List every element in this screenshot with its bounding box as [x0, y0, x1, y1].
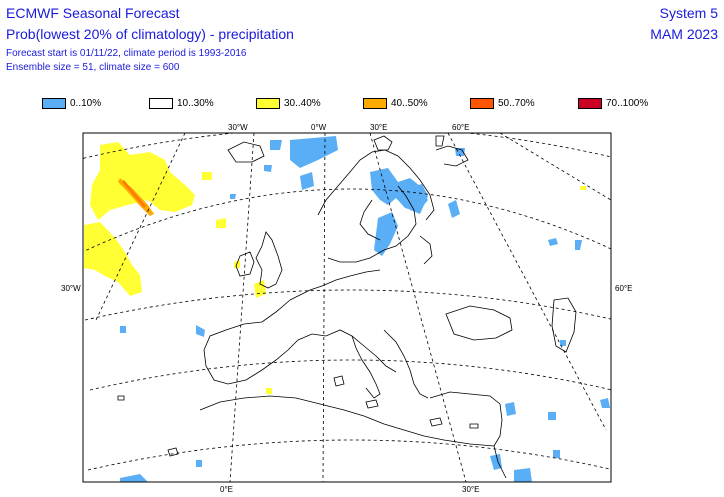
tick-top-0: 0°W — [311, 123, 327, 132]
season-label: MAM 2023 — [650, 26, 718, 42]
legend-swatch — [42, 97, 66, 109]
system-label: System 5 — [659, 5, 718, 21]
ensemble-info: Ensemble size = 51, climate size = 600 — [6, 62, 180, 73]
tick-left-30w: 30°W — [61, 284, 81, 293]
legend-label: 70..100% — [606, 97, 649, 109]
tick-top-60e: 60°E — [452, 123, 469, 132]
legend-swatch — [578, 97, 602, 109]
legend-item: 30..40% — [256, 96, 321, 110]
legend: 0..10% 10..30% 30..40% 40..50% 50..70% 7… — [0, 96, 724, 110]
low-probability-areas — [120, 136, 610, 482]
legend-label: 10..30% — [177, 97, 214, 109]
map-subtitle: Prob(lowest 20% of climatology) - precip… — [6, 26, 294, 42]
legend-label: 0..10% — [70, 97, 102, 109]
legend-label: 30..40% — [284, 97, 321, 109]
medium-probability-areas — [84, 142, 586, 394]
legend-label: 50..70% — [498, 97, 535, 109]
legend-item: 40..50% — [363, 96, 428, 110]
map-content — [83, 133, 611, 482]
legend-item: 50..70% — [470, 96, 535, 110]
tick-right-60e: 60°E — [615, 284, 632, 293]
legend-item: 0..10% — [42, 96, 101, 110]
tick-top-30w: 30°W — [228, 123, 248, 132]
tick-top-30e: 30°E — [370, 123, 387, 132]
legend-label: 40..50% — [391, 97, 428, 109]
tick-bottom-0: 0°E — [220, 485, 233, 494]
coastlines — [117, 135, 577, 479]
legend-swatch — [256, 97, 280, 109]
higher-probability-area — [122, 180, 146, 208]
graticule — [83, 133, 611, 482]
legend-swatch — [470, 97, 494, 109]
map-title: ECMWF Seasonal Forecast — [6, 5, 180, 21]
forecast-info: Forecast start is 01/11/22, climate peri… — [6, 48, 247, 59]
legend-item: 10..30% — [149, 96, 214, 110]
tick-bottom-30e: 30°E — [462, 485, 479, 494]
legend-swatch — [363, 97, 387, 109]
map-frame — [82, 132, 612, 483]
legend-swatch — [149, 97, 173, 109]
legend-item: 70..100% — [578, 96, 648, 110]
